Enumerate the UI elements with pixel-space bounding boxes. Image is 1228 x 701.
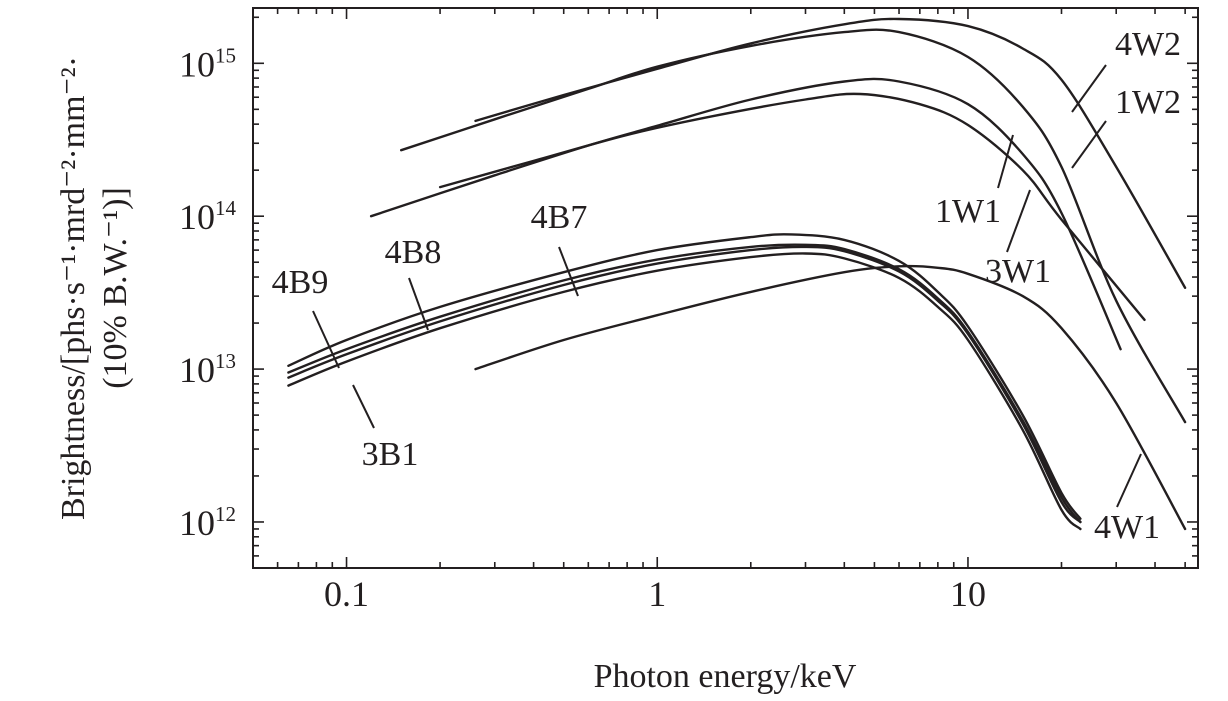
series-line-4b9 xyxy=(287,252,1082,531)
leader-line-4b7 xyxy=(558,246,579,297)
x-axis: 0.1 1 10 xyxy=(252,8,1186,614)
plot-frame xyxy=(252,7,1199,569)
leader-line-4b9 xyxy=(312,310,340,369)
series-label-3b1: 3B1 xyxy=(362,436,419,473)
label-leaders xyxy=(312,64,1142,508)
series-line-4b8 xyxy=(287,233,1082,520)
series-lines xyxy=(287,17,1187,531)
leader-line-3b1 xyxy=(352,384,375,429)
series-line-1w1 xyxy=(438,92,1146,321)
leader-line-1w1 xyxy=(997,134,1014,189)
series-line-4b7 xyxy=(287,243,1082,524)
y-axis: 1012 1013 1014 1015 xyxy=(179,16,1198,569)
leader-line-4w1 xyxy=(1116,453,1142,508)
series-label-1w2: 1W2 xyxy=(1115,84,1181,121)
y-tick-label: 1012 xyxy=(179,502,236,543)
leader-line-4w2 xyxy=(1071,64,1107,113)
leader-line-4b8 xyxy=(408,277,429,331)
y-axis-title-line-1: Brightness/[phs·s⁻¹·mrd⁻²·mm⁻²· xyxy=(55,56,92,520)
series-label-4b7: 4B7 xyxy=(531,199,588,236)
series-label-3w1: 3W1 xyxy=(985,253,1051,290)
x-tick-label: 1 xyxy=(648,574,666,614)
leader-line-1w2 xyxy=(1071,120,1107,169)
series-label-1w1: 1W1 xyxy=(935,193,1001,230)
series-labels: 4W2 1W2 1W1 3W1 4B7 4B8 4B9 3B1 4W1 xyxy=(272,26,1181,546)
series-label-4b8: 4B8 xyxy=(385,234,442,271)
x-axis-title: Photon energy/keV xyxy=(594,658,857,695)
leader-line-3w1 xyxy=(1006,189,1031,253)
series-line-3b1 xyxy=(287,245,1082,524)
series-label-4w1: 4W1 xyxy=(1094,509,1160,546)
y-axis-title-line-2: (10% B.W.⁻¹)] xyxy=(97,187,134,389)
y-tick-label: 1015 xyxy=(179,43,236,84)
series-line-3w1 xyxy=(369,77,1122,351)
series-line-4w1 xyxy=(474,264,1187,531)
series-label-4b9: 4B9 xyxy=(272,264,329,301)
series-label-4w2: 4W2 xyxy=(1115,26,1181,63)
y-tick-label: 1014 xyxy=(179,196,237,237)
series-line-1w2 xyxy=(400,28,1187,424)
y-tick-label: 1013 xyxy=(179,349,236,390)
x-tick-label: 0.1 xyxy=(324,574,369,614)
x-tick-label: 10 xyxy=(950,574,986,614)
